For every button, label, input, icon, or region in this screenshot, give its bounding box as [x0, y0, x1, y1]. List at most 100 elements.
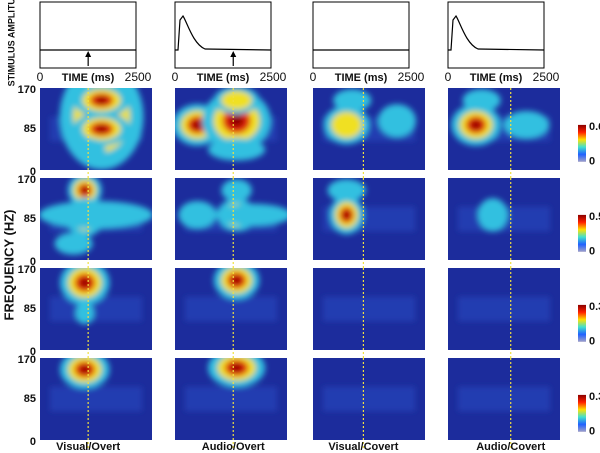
- y-tick-label: 85: [24, 303, 36, 315]
- spectrogram: [448, 358, 560, 448]
- blob: [221, 90, 253, 110]
- x-start-label: 0: [310, 70, 317, 84]
- blobs: [451, 89, 550, 146]
- spectrogram: [40, 88, 152, 178]
- blobs: [50, 88, 144, 170]
- colorbar: [578, 304, 586, 342]
- blobs: [50, 358, 142, 412]
- blob: [192, 120, 203, 130]
- texture: [185, 296, 277, 322]
- stimulus-trace: [448, 14, 545, 51]
- blob: [333, 89, 372, 112]
- y-tick-label: 85: [24, 393, 36, 405]
- y-tick-label: 170: [18, 174, 36, 186]
- spectrogram: [175, 268, 287, 358]
- blobs: [40, 178, 152, 255]
- y-tick-label: 85: [24, 213, 36, 225]
- colorbar-min: 0: [589, 156, 595, 168]
- spectrogram: [313, 178, 425, 268]
- blob: [79, 278, 90, 288]
- blob: [331, 111, 363, 139]
- blob: [221, 179, 252, 202]
- spectrogram: [175, 358, 287, 448]
- x-axis-label: TIME (ms): [197, 72, 250, 84]
- colorbar-max: 0.6: [589, 121, 600, 133]
- blobs: [50, 268, 142, 325]
- arrow-head: [85, 51, 92, 57]
- y-tick-label: 0: [30, 436, 36, 448]
- spectrogram: [448, 178, 560, 268]
- spectrogram: [448, 268, 560, 358]
- stimulus-box: [312, 1, 410, 69]
- colorbar: [578, 214, 586, 252]
- blob: [229, 114, 244, 128]
- blob: [54, 232, 93, 255]
- stimulus-trace: [175, 14, 272, 51]
- blob: [327, 179, 366, 202]
- x-end-label: 2500: [398, 70, 425, 84]
- stimulus-box: [174, 1, 272, 69]
- blob: [503, 110, 550, 139]
- y-tick-label: 0: [30, 346, 36, 358]
- blob: [95, 125, 108, 133]
- blob: [470, 120, 482, 130]
- y-tick-label: 85: [24, 123, 36, 135]
- x-axis-label: TIME (ms): [335, 72, 388, 84]
- blobs: [185, 268, 277, 322]
- x-axis-label: TIME (ms): [62, 72, 115, 84]
- spectrogram: [40, 358, 152, 448]
- spectrogram: [313, 268, 425, 358]
- blobs: [323, 296, 415, 322]
- blob: [178, 200, 217, 229]
- texture: [323, 296, 415, 322]
- blob: [40, 200, 152, 229]
- blobs: [458, 386, 550, 412]
- condition-label: Visual/Covert: [328, 441, 398, 453]
- stimulus-box: [39, 1, 137, 69]
- condition-label: Audio/Overt: [202, 441, 265, 453]
- blob: [75, 301, 95, 325]
- texture: [50, 386, 142, 412]
- blobs: [458, 198, 550, 232]
- blob: [477, 198, 509, 232]
- texture: [458, 296, 550, 322]
- arrow-head: [230, 51, 237, 57]
- blobs: [458, 296, 550, 322]
- colorbar-min: 0: [589, 336, 595, 348]
- frequency-axis-label: FREQUENCY (HZ): [1, 210, 16, 321]
- texture: [185, 386, 277, 412]
- y-tick-label: 170: [18, 354, 36, 366]
- blob: [231, 276, 242, 285]
- colorbar-max: 0.3: [589, 301, 600, 313]
- spectrogram: [40, 178, 152, 268]
- x-axis-label: TIME (ms): [470, 72, 523, 84]
- blob: [230, 363, 243, 372]
- x-end-label: 2500: [125, 70, 152, 84]
- blob: [95, 96, 108, 104]
- y-tick-label: 170: [18, 84, 36, 96]
- colorbar-max: 0.3: [589, 391, 600, 403]
- texture: [323, 386, 415, 412]
- x-start-label: 0: [37, 70, 44, 84]
- blobs: [185, 358, 277, 412]
- blob: [75, 138, 106, 161]
- x-end-label: 2500: [533, 70, 560, 84]
- spectrogram: [313, 358, 425, 448]
- blob: [462, 89, 501, 112]
- y-tick-label: 170: [18, 264, 36, 276]
- blobs: [175, 88, 277, 161]
- blobs: [178, 179, 287, 232]
- x-start-label: 0: [172, 70, 179, 84]
- y-tick-label: 0: [30, 256, 36, 268]
- condition-label: Visual/Overt: [56, 441, 120, 453]
- x-start-label: 0: [445, 70, 452, 84]
- blobs: [323, 89, 417, 145]
- stimulus-axis-label: STIMULUS AMPLITUDE: [6, 0, 16, 86]
- stimulus-box: [447, 1, 545, 69]
- spectrogram: [448, 88, 560, 178]
- spectrogram: [175, 88, 287, 178]
- colorbar-min: 0: [589, 426, 595, 438]
- blob: [81, 186, 89, 194]
- blob: [215, 203, 287, 227]
